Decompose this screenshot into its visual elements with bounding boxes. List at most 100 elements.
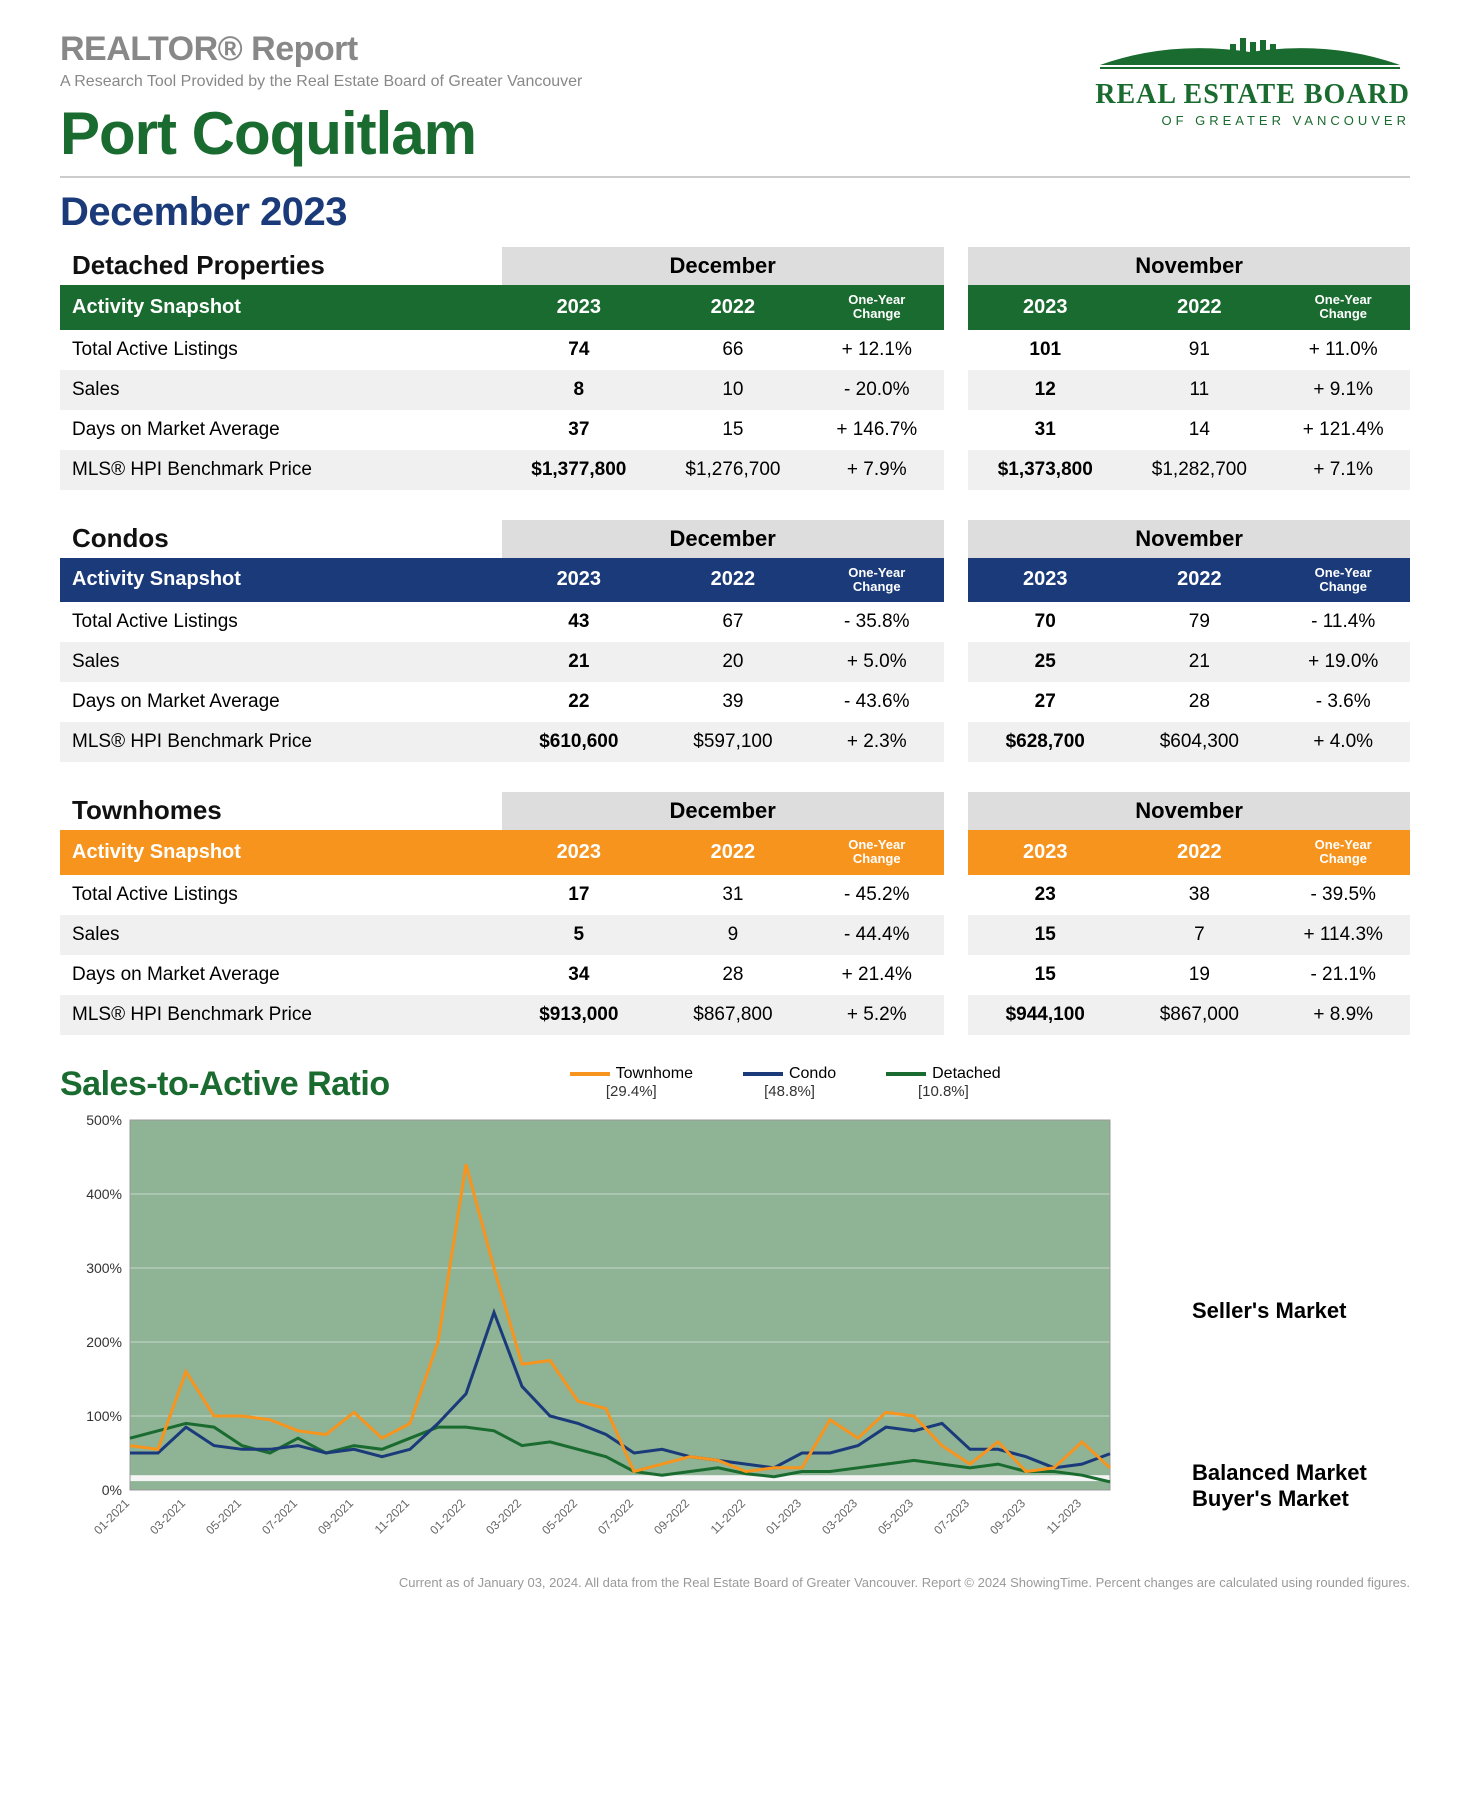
cell: 66 xyxy=(656,330,810,370)
month2-header: November xyxy=(968,520,1410,558)
chart-title: Sales-to-Active Ratio xyxy=(60,1065,390,1104)
svg-text:03-2021: 03-2021 xyxy=(147,1496,188,1537)
svg-text:01-2023: 01-2023 xyxy=(763,1496,804,1537)
svg-text:05-2021: 05-2021 xyxy=(203,1496,244,1537)
legend-townhome: Townhome [29.4%] xyxy=(570,1065,693,1100)
svg-text:01-2022: 01-2022 xyxy=(427,1496,468,1537)
cell: 28 xyxy=(656,955,810,995)
table-row: MLS® HPI Benchmark Price $610,600 $597,1… xyxy=(60,722,1410,762)
condos-title: Condos xyxy=(60,523,502,558)
cell: $628,700 xyxy=(968,722,1122,762)
detached-section: Detached Properties December November Ac… xyxy=(60,247,1410,490)
cell: + 7.1% xyxy=(1276,450,1410,490)
city-title: Port Coquitlam xyxy=(60,99,1090,168)
svg-text:100%: 100% xyxy=(86,1408,122,1424)
cell: 12 xyxy=(968,370,1122,410)
row-label: MLS® HPI Benchmark Price xyxy=(60,450,502,490)
month1-header: December xyxy=(502,792,944,830)
change-header: One-YearChange xyxy=(1276,830,1410,875)
cell: - 20.0% xyxy=(810,370,944,410)
svg-text:400%: 400% xyxy=(86,1186,122,1202)
cell: - 35.8% xyxy=(810,602,944,642)
year2-header: 2022 xyxy=(656,285,810,330)
cell: 23 xyxy=(968,875,1122,915)
cell: 19 xyxy=(1122,955,1276,995)
cell: + 114.3% xyxy=(1276,915,1410,955)
cell: 17 xyxy=(502,875,656,915)
svg-text:07-2021: 07-2021 xyxy=(259,1496,300,1537)
townhomes-title: Townhomes xyxy=(60,795,502,830)
legend-detached: Detached [10.8%] xyxy=(886,1065,1001,1100)
cell: 27 xyxy=(968,682,1122,722)
svg-text:05-2023: 05-2023 xyxy=(875,1496,916,1537)
row-label: MLS® HPI Benchmark Price xyxy=(60,722,502,762)
footnote: Current as of January 03, 2024. All data… xyxy=(60,1575,1410,1590)
buyers-market-label: Buyer's Market xyxy=(1192,1486,1349,1512)
table-row: Days on Market Average 37 15 + 146.7% 31… xyxy=(60,410,1410,450)
rebgv-logo: REAL ESTATE BOARD OF GREATER VANCOUVER xyxy=(1090,30,1410,128)
cell: 74 xyxy=(502,330,656,370)
svg-text:09-2023: 09-2023 xyxy=(987,1496,1028,1537)
table-row: Days on Market Average 22 39 - 43.6% 27 … xyxy=(60,682,1410,722)
month1-header: December xyxy=(502,520,944,558)
svg-text:03-2023: 03-2023 xyxy=(819,1496,860,1537)
svg-text:03-2022: 03-2022 xyxy=(483,1496,524,1537)
market-labels: Seller's Market Balanced Market Buyer's … xyxy=(1180,1110,1410,1555)
change-header: One-YearChange xyxy=(1276,558,1410,603)
cell: 20 xyxy=(656,642,810,682)
year2-header: 2022 xyxy=(656,558,810,603)
year1-header: 2023 xyxy=(968,558,1122,603)
cell: 25 xyxy=(968,642,1122,682)
year1-header: 2023 xyxy=(502,558,656,603)
row-label: Total Active Listings xyxy=(60,602,502,642)
svg-text:500%: 500% xyxy=(86,1112,122,1128)
month2-header: November xyxy=(968,247,1410,285)
table-row: MLS® HPI Benchmark Price $913,000 $867,8… xyxy=(60,995,1410,1035)
chart-section: Sales-to-Active Ratio Townhome [29.4%] C… xyxy=(60,1065,1410,1555)
change-header: One-YearChange xyxy=(810,558,944,603)
year2-header: 2022 xyxy=(1122,285,1276,330)
row-label: Sales xyxy=(60,915,502,955)
cell: 21 xyxy=(1122,642,1276,682)
cell: 7 xyxy=(1122,915,1276,955)
cell: 79 xyxy=(1122,602,1276,642)
change-header: One-YearChange xyxy=(810,830,944,875)
svg-text:11-2022: 11-2022 xyxy=(708,1496,749,1537)
cell: $1,377,800 xyxy=(502,450,656,490)
cell: 91 xyxy=(1122,330,1276,370)
svg-text:07-2022: 07-2022 xyxy=(595,1496,636,1537)
cell: 8 xyxy=(502,370,656,410)
cell: $867,800 xyxy=(656,995,810,1035)
cell: + 21.4% xyxy=(810,955,944,995)
svg-text:0%: 0% xyxy=(102,1482,122,1498)
cell: 31 xyxy=(968,410,1122,450)
chart-plot: 0%100%200%300%400%500%01-202103-202105-2… xyxy=(60,1110,1180,1555)
year1-header: 2023 xyxy=(968,830,1122,875)
cell: 43 xyxy=(502,602,656,642)
cell: 39 xyxy=(656,682,810,722)
row-label: Days on Market Average xyxy=(60,955,502,995)
page-header: REALTOR® Report A Research Tool Provided… xyxy=(60,30,1410,168)
cell: + 19.0% xyxy=(1276,642,1410,682)
legend-condo: Condo [48.8%] xyxy=(743,1065,836,1100)
cell: 101 xyxy=(968,330,1122,370)
svg-text:300%: 300% xyxy=(86,1260,122,1276)
svg-text:200%: 200% xyxy=(86,1334,122,1350)
cell: + 4.0% xyxy=(1276,722,1410,762)
table-row: Total Active Listings 43 67 - 35.8% 70 7… xyxy=(60,602,1410,642)
cell: - 39.5% xyxy=(1276,875,1410,915)
detached-title: Detached Properties xyxy=(60,250,502,285)
cell: 5 xyxy=(502,915,656,955)
svg-text:09-2022: 09-2022 xyxy=(651,1496,692,1537)
logo-sub: OF GREATER VANCOUVER xyxy=(1090,113,1410,128)
cell: + 121.4% xyxy=(1276,410,1410,450)
cell: 9 xyxy=(656,915,810,955)
cell: 22 xyxy=(502,682,656,722)
month-title: December 2023 xyxy=(60,190,1410,235)
cell: + 12.1% xyxy=(810,330,944,370)
sellers-market-label: Seller's Market xyxy=(1192,1298,1346,1324)
cell: - 3.6% xyxy=(1276,682,1410,722)
balanced-market-label: Balanced Market xyxy=(1192,1460,1367,1486)
logo-main: REAL ESTATE BOARD xyxy=(1090,79,1410,111)
cell: + 5.2% xyxy=(810,995,944,1035)
